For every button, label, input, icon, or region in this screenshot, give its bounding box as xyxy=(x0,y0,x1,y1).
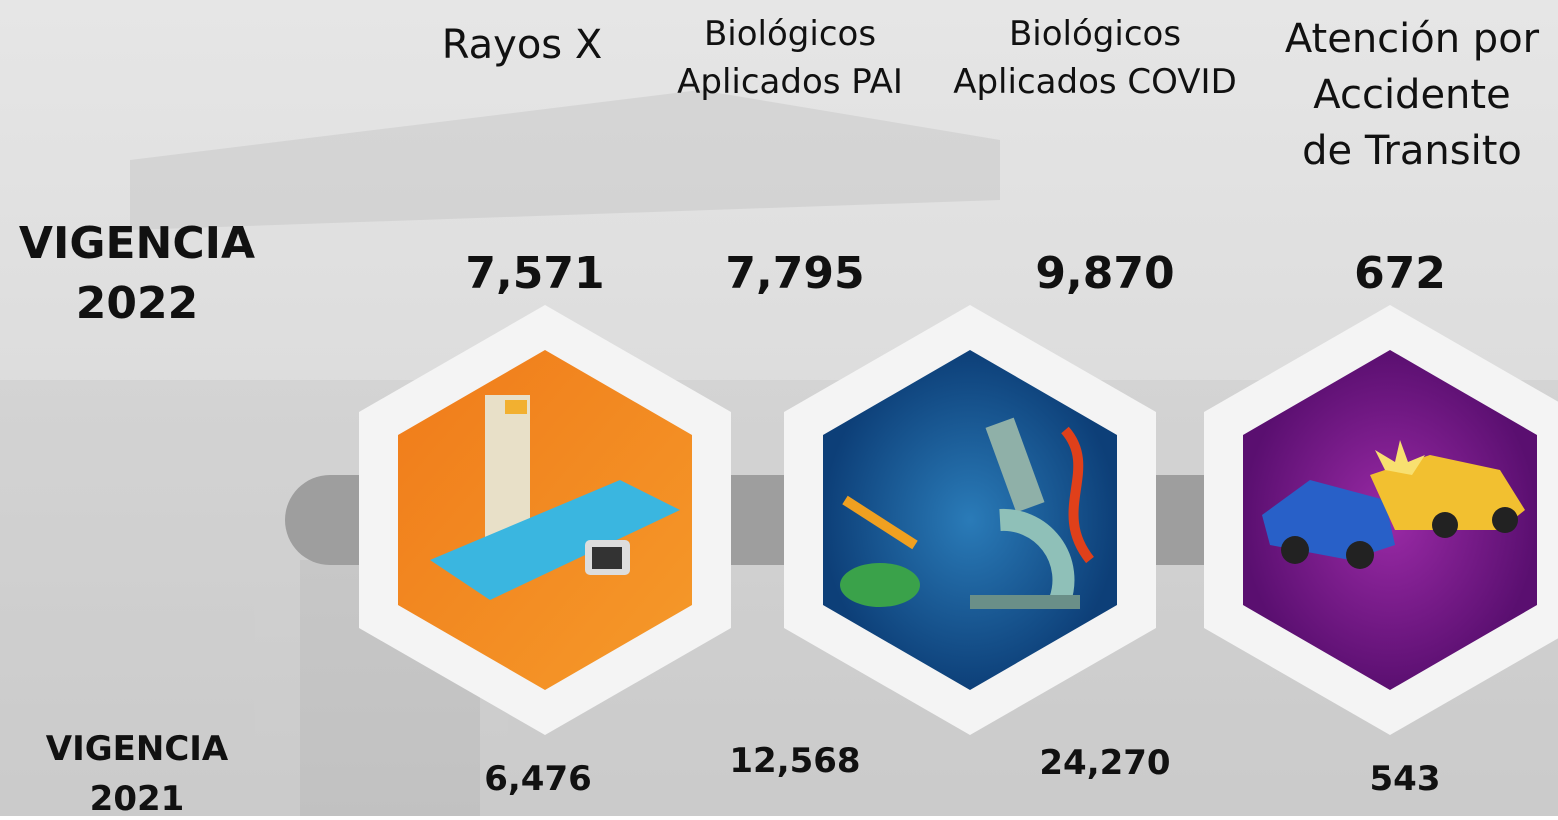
category-title: Rayos X xyxy=(442,22,603,68)
hex-crash xyxy=(1204,305,1558,735)
category-title: Aplicados PAI xyxy=(677,62,903,102)
value-2022: 9,870 xyxy=(1035,248,1174,299)
row-label: 2021 xyxy=(90,779,185,816)
row-label: 2022 xyxy=(76,278,198,329)
value-2021: 6,476 xyxy=(484,759,592,799)
value-2022: 7,795 xyxy=(725,248,864,299)
category-title: Accidente xyxy=(1313,72,1510,118)
value-2021: 24,270 xyxy=(1039,743,1170,783)
row-label: VIGENCIA xyxy=(46,729,229,769)
category-title: Aplicados COVID xyxy=(953,62,1237,102)
category-title: Biológicos xyxy=(1009,14,1181,54)
hex-xray xyxy=(359,305,731,735)
value-2021: 12,568 xyxy=(729,741,860,781)
category-title: Atención por xyxy=(1285,16,1540,62)
row-label: VIGENCIA xyxy=(19,218,255,269)
value-2022: 672 xyxy=(1354,248,1446,299)
category-title: de Transito xyxy=(1302,128,1522,174)
value-2021: 543 xyxy=(1370,759,1441,799)
hex-lab xyxy=(784,305,1156,735)
value-2022: 7,571 xyxy=(465,248,604,299)
category-title: Biológicos xyxy=(704,14,876,54)
